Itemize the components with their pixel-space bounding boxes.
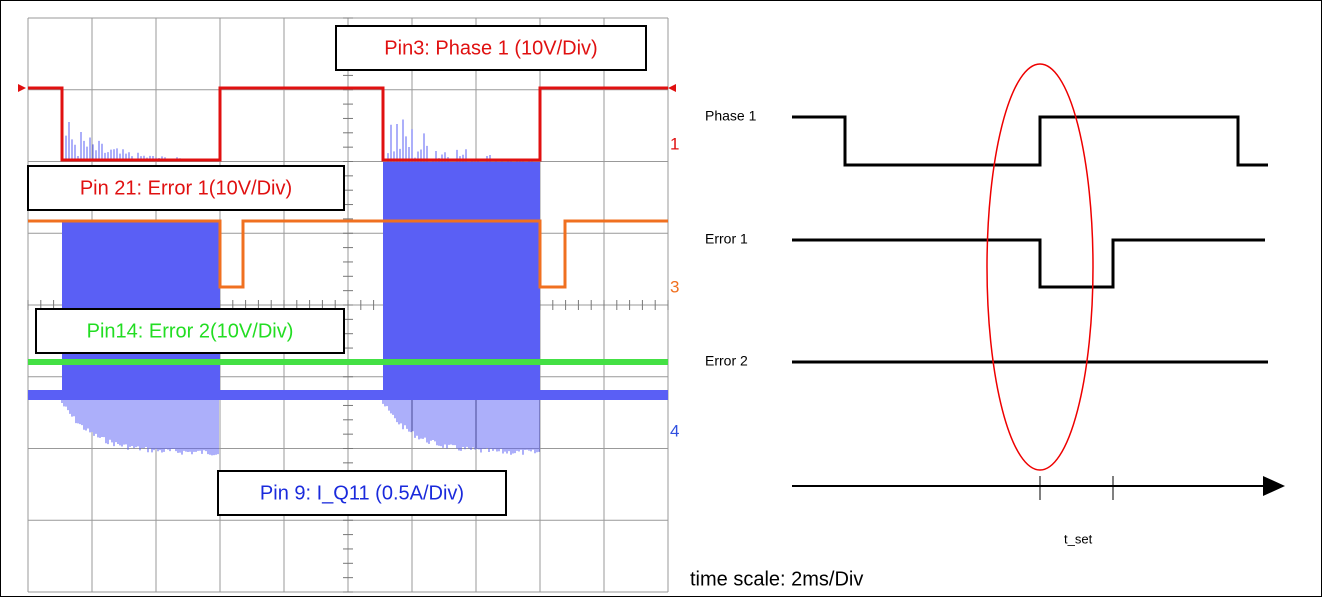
channel-marker: 3 bbox=[670, 277, 679, 296]
signal-label: Phase 1 bbox=[705, 108, 757, 124]
channel-marker: 1 bbox=[670, 134, 679, 153]
time-scale-note: time scale: 2ms/Div bbox=[690, 568, 863, 590]
figure: 1 3 4 Pin3: Phase 1 (10V/Div) Pin 21: Error … bbox=[0, 0, 1322, 597]
trace-label: Pin14: Error 2(10V/Div) bbox=[87, 320, 294, 342]
trace-label: Pin 21: Error 1(10V/Div) bbox=[80, 177, 292, 199]
channel-marker: 4 bbox=[670, 421, 679, 440]
signal-label: Error 1 bbox=[705, 231, 748, 247]
trace-label: Pin3: Phase 1 (10V/Div) bbox=[384, 37, 597, 59]
trace-label: Pin 9: I_Q11 (0.5A/Div) bbox=[260, 482, 464, 504]
interval-label: t_set bbox=[1064, 531, 1093, 546]
signal-label: Error 2 bbox=[705, 353, 748, 369]
